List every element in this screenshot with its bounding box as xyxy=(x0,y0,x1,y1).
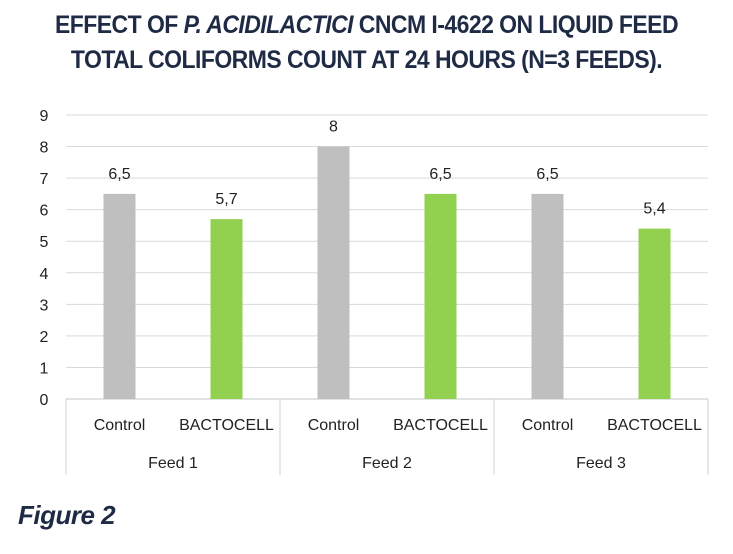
data-label: 6,5 xyxy=(536,166,558,183)
category-label: Control xyxy=(94,417,146,434)
data-label: 5,7 xyxy=(215,191,237,208)
y-tick-label: 9 xyxy=(40,108,49,125)
y-tick-label: 6 xyxy=(40,203,49,220)
category-label: Control xyxy=(522,417,574,434)
y-tick-label: 7 xyxy=(40,171,49,188)
data-label: 8 xyxy=(329,119,338,136)
bar-control xyxy=(103,193,136,399)
group-label: Feed 2 xyxy=(362,455,412,472)
data-label: 5,4 xyxy=(643,201,665,218)
category-label: Control xyxy=(308,417,360,434)
y-tick-label: 5 xyxy=(40,234,49,251)
data-label: 6,5 xyxy=(429,166,451,183)
title-species: P. ACIDILACTICI xyxy=(183,11,354,39)
figure-caption: Figure 2 xyxy=(18,500,116,530)
y-tick-label: 0 xyxy=(40,392,49,409)
y-tick-label: 8 xyxy=(40,140,49,157)
y-tick-label: 2 xyxy=(40,329,49,346)
chart-title: EFFECT OF P. ACIDILACTICI CNCM I-4622 ON… xyxy=(29,8,703,78)
bar-bactocell xyxy=(424,193,457,399)
group-label: Feed 1 xyxy=(148,455,198,472)
data-label: 6,5 xyxy=(108,166,130,183)
y-tick-label: 1 xyxy=(40,360,49,377)
title-text: EFFECT OF xyxy=(54,11,184,39)
bar-control xyxy=(531,193,564,399)
title-line-2: TOTAL COLIFORMS COUNT AT 24 HOURS (N=3 F… xyxy=(70,46,663,74)
bar-bactocell xyxy=(638,228,671,399)
category-label: BACTOCELL xyxy=(393,417,488,434)
title-text: CNCM I-4622 ON LIQUID FEED xyxy=(352,11,679,39)
category-label: BACTOCELL xyxy=(607,417,702,434)
bar-bactocell xyxy=(210,219,243,399)
bar-control xyxy=(317,146,350,399)
category-label: BACTOCELL xyxy=(179,417,274,434)
y-tick-label: 3 xyxy=(40,297,49,314)
group-label: Feed 3 xyxy=(576,455,626,472)
y-tick-label: 4 xyxy=(40,266,49,283)
